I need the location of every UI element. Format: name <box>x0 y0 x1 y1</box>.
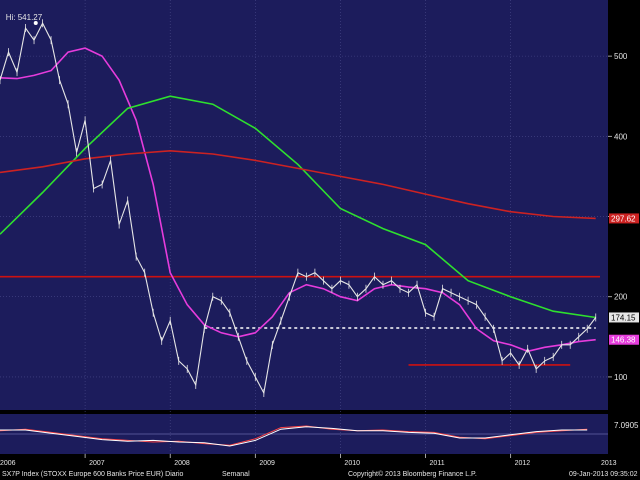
last-value-badge <box>609 312 639 323</box>
x-tick-label: 2008 <box>174 460 190 467</box>
main-panel <box>0 0 608 410</box>
x-tick-label: 2010 <box>344 460 360 467</box>
high-label: Hi: 541.27 <box>6 13 43 22</box>
footer-timestamp: 09-Jan-2013 09:35:02 <box>569 471 638 478</box>
main-grid <box>0 0 608 456</box>
footer: 2006 2013 SX7P Index (STOXX Europe 600 B… <box>0 460 638 478</box>
moving-average-line <box>0 149 596 220</box>
oscillator-lines <box>0 425 608 447</box>
x-tick-label: 2009 <box>259 460 275 467</box>
x-axis-ticks: 2007 2008 2009 2010 2011 2012 <box>84 454 531 467</box>
y-tick-label: 500 <box>614 52 628 61</box>
footer-right: Copyright© 2013 Bloomberg Finance L.P. <box>348 470 477 478</box>
last-value-label: 146.38 <box>611 336 636 345</box>
y-tick-label: 400 <box>614 132 628 141</box>
oscillator-line <box>0 426 588 447</box>
last-value-badge <box>609 334 639 345</box>
y-tick-label: 100 <box>614 373 628 382</box>
moving-average-line <box>0 95 596 319</box>
footer-mid: Semanal <box>222 471 250 478</box>
reference-lines <box>0 275 600 366</box>
high-marker <box>33 21 38 26</box>
footer-left: SX7P Index (STOXX Europe 600 Banks Price… <box>2 471 184 478</box>
x-tick-label: 2007 <box>89 460 105 467</box>
x-tick-label: 2011 <box>430 460 445 467</box>
footer-year-left: 2006 <box>0 460 16 467</box>
last-value-label: 297.62 <box>611 214 636 223</box>
oscillator-line <box>0 425 588 446</box>
price-series <box>0 19 597 397</box>
y-tick-label: 200 <box>614 293 628 302</box>
last-value-badge <box>609 213 639 224</box>
oscillator-ticks: 7.0905 <box>614 421 639 430</box>
oscillator-tick-label: 7.0905 <box>614 421 639 430</box>
last-value-badges: 297.62 174.15 146.38 <box>609 213 639 345</box>
x-tick-label: 2012 <box>515 460 531 467</box>
footer-year-right: 2013 <box>601 460 617 467</box>
annotations: Hi: 541.27 <box>6 13 43 26</box>
last-value-label: 174.15 <box>611 313 636 322</box>
